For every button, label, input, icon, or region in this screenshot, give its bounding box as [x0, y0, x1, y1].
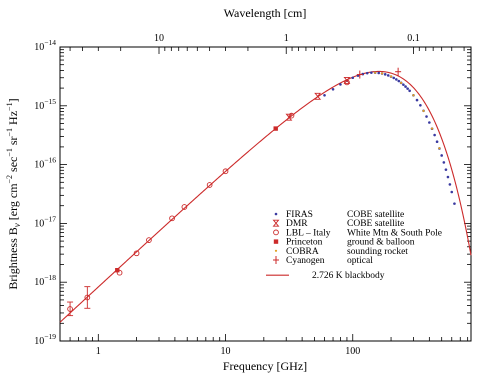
firas-point — [453, 202, 456, 205]
firas-point — [392, 76, 396, 80]
cobra-point — [400, 81, 403, 84]
legend-marker — [272, 219, 280, 227]
firas-point — [450, 190, 454, 194]
firas-point — [339, 83, 342, 86]
hourglass-shape — [272, 219, 280, 227]
data-points-layer — [67, 67, 456, 317]
firas-point — [446, 175, 450, 179]
legend-detail: ground & balloon — [347, 238, 415, 248]
firas-point — [331, 87, 335, 91]
y-tick-label: 10−17 — [34, 214, 56, 229]
cobra-point — [380, 72, 384, 75]
axis-ticks: 1 10 100 10 1 0.1 10−19 10−18 10−17 10−16 10−15 10−… — [34, 33, 471, 357]
blackbody-curve — [59, 70, 472, 323]
firas-point — [425, 115, 428, 118]
firas-point — [386, 74, 390, 77]
firas-point — [408, 89, 411, 93]
legend-detail: COBE satellite — [347, 210, 404, 220]
x2-tick-label: 0.1 — [407, 33, 420, 44]
cobra-point — [412, 94, 415, 97]
legend-name: DMR — [286, 219, 308, 229]
firas-point — [415, 98, 419, 102]
lbl-italy-point — [146, 237, 152, 243]
y-axis-title: Brightness Bν [erg cm−2 sec−1 sr−1 Hz−1] — [5, 98, 22, 289]
legend-marker — [274, 249, 278, 252]
cyanogen-point — [395, 67, 402, 76]
legend-marker — [273, 229, 279, 236]
firas-point — [402, 83, 405, 86]
firas-point — [370, 71, 373, 74]
lbl-italy-point — [67, 306, 73, 312]
lbl-italy-point — [169, 215, 175, 222]
lbl-italy-point — [206, 182, 213, 188]
cobra-point — [374, 71, 377, 74]
firas-point — [351, 76, 355, 80]
cobra-point — [438, 147, 441, 150]
cobra-point — [430, 127, 434, 130]
x2-tick-label: 1 — [284, 33, 289, 44]
x2-tick-label: 10 — [154, 33, 164, 44]
x-tick-label: 100 — [345, 346, 360, 357]
y-tick-label: 10−15 — [34, 97, 56, 112]
firas-point — [365, 71, 369, 75]
firas-point — [448, 183, 452, 186]
hourglass-shape — [314, 92, 322, 100]
legend-name: Princeton — [286, 238, 323, 248]
cyanogen-point — [356, 70, 363, 79]
princeton-point — [115, 267, 120, 273]
dmr-point — [314, 92, 322, 100]
lbl-italy-point — [288, 112, 295, 119]
cobra-point — [422, 109, 425, 112]
firas-point — [404, 85, 407, 88]
legend-marker — [273, 239, 279, 244]
x-tick-label: 1 — [96, 346, 101, 357]
firas-point — [440, 154, 443, 157]
princeton-point — [273, 126, 278, 131]
firas-point — [442, 161, 446, 164]
firas-point — [397, 79, 401, 83]
legend-name: COBRA — [286, 247, 319, 257]
legend-name: LBL – Italy — [286, 228, 331, 238]
firas-point — [433, 133, 436, 137]
x-tick-label: 10 — [221, 346, 231, 357]
legend-marker — [274, 212, 278, 216]
firas-point — [323, 93, 326, 97]
x-axis-title: Frequency [GHz] — [223, 359, 307, 373]
lbl-italy-point — [222, 168, 229, 175]
legend-marker — [273, 256, 279, 264]
lbl-italy-point — [181, 204, 188, 210]
firas-point — [377, 71, 381, 75]
lbl-italy-point — [84, 294, 91, 301]
legend-detail: White Mtn & South Pole — [347, 228, 442, 238]
legend-detail: optical — [347, 256, 373, 266]
legend-detail: COBE satellite — [347, 219, 404, 229]
lbl-italy-point — [116, 269, 123, 276]
firas-point — [383, 73, 387, 76]
firas-point — [428, 121, 431, 124]
firas-point — [395, 78, 398, 81]
firas-point — [419, 103, 422, 107]
plot-frame — [59, 46, 472, 342]
legend-detail: sounding rocket — [347, 247, 408, 257]
firas-point — [444, 168, 448, 171]
y-tick-label: 10−18 — [34, 273, 56, 288]
lbl-italy-point — [344, 79, 350, 86]
cobra-point — [389, 75, 393, 78]
legend: FIRAS COBE satellite DMR COBE satellite LBL … — [266, 210, 442, 281]
legend-name: FIRAS — [286, 210, 313, 220]
y-tick-label: 10−16 — [34, 156, 56, 171]
firas-point — [435, 140, 439, 144]
firas-point — [406, 87, 409, 90]
y-tick-label: 10−19 — [34, 332, 56, 347]
blackbody-curve-layer — [59, 70, 472, 323]
y-tick-label: 10−14 — [34, 38, 56, 53]
legend-name: Cyanogen — [286, 256, 325, 266]
lbl-italy-point — [133, 250, 140, 257]
x2-axis-title: Wavelength [cm] — [224, 6, 307, 20]
legend-model-label: 2.726 K blackbody — [312, 271, 385, 281]
